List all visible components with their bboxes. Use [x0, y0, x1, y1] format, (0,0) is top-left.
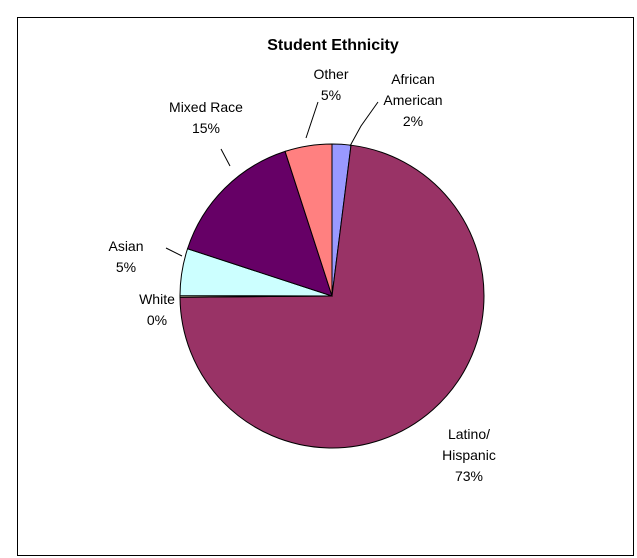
pie-slice-other	[284, 143, 333, 297]
chart-title: Student Ethnicity	[267, 37, 399, 54]
pie-slice-latino-hispanic	[179, 144, 485, 449]
leader-line-other	[305, 101, 319, 139]
slice-labels: African American 2% Latino/Hispanic 73% White…	[108, 66, 495, 484]
slice-label-latino-hispanic: Latino/Hispanic 73%	[442, 426, 496, 484]
pie-slices	[179, 143, 485, 449]
leader-line-asian	[165, 247, 183, 257]
slice-label-other: Other 5%	[313, 66, 348, 103]
slice-label-african-american: African American 2%	[383, 71, 442, 129]
leader-lines	[165, 101, 379, 257]
slice-label-asian: Asian 5%	[108, 238, 143, 275]
leader-line-mixed-race	[220, 148, 231, 167]
pie-slice-mixed-race	[186, 150, 333, 297]
slice-label-white: White 0%	[139, 291, 175, 328]
pie-chart: Student Ethnicity African American 2% Latin…	[108, 37, 495, 484]
leader-line-african-american	[349, 101, 379, 147]
slice-label-mixed-race: Mixed Race 15%	[169, 99, 243, 136]
chart-area: Student Ethnicity African American 2% Latin…	[17, 17, 634, 556]
